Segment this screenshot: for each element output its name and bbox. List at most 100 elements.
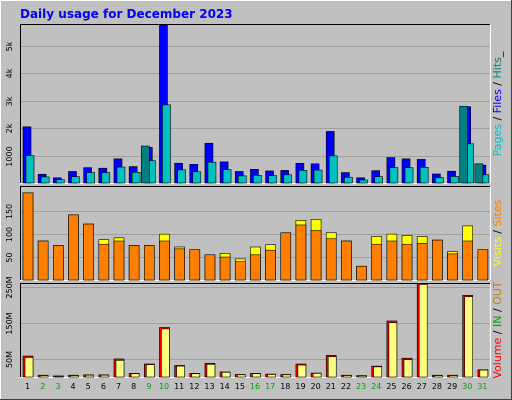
day-label: 2 [40, 382, 45, 391]
hits-panel-bar-files [450, 176, 459, 184]
visits-panel-bar-sites [143, 245, 155, 281]
visits-panel-bar-sites [128, 245, 140, 281]
visits-panel-bar-sites [295, 224, 307, 281]
volume-panel-legend-part: OUT [491, 281, 504, 305]
volume-panel-bar-out [236, 374, 246, 378]
visits-panel-ytick-label: 100 [5, 227, 14, 242]
volume-panel-bar-out [388, 322, 398, 378]
visits-panel-bar-sites [265, 249, 276, 281]
hits-panel-bar-files [328, 155, 338, 184]
visits-panel-bar-sites [401, 243, 413, 281]
volume-panel-bar-out [479, 369, 489, 378]
day-label: 25 [386, 382, 396, 391]
volume-panel-bar-out [145, 364, 155, 378]
hits-panel-bar-files [86, 172, 95, 184]
hits-panel-bar-files [253, 175, 262, 184]
hits-panel-bar-files [404, 167, 414, 184]
day-label: 17 [265, 382, 275, 391]
visits-panel-bar-sites [250, 254, 261, 281]
visits-panel-bar-sites [234, 261, 246, 281]
volume-panel-bar-out [282, 374, 292, 378]
volume-panel-ytick-label: 150M [5, 312, 14, 334]
hits-panel-bar-files [56, 179, 65, 184]
day-label: 18 [280, 382, 290, 391]
volume-panel-bar-out [206, 364, 216, 378]
volume-panel-legend-part: / [491, 327, 504, 338]
hits-panel-legend-part: Files [491, 89, 504, 113]
day-label: 23 [356, 382, 366, 391]
hits-panel: 1000 2k 3k 4k 5k Pages / Files / Hits_ [5, 24, 504, 184]
chart-title: Daily usage for December 2023 [20, 7, 233, 21]
day-label: 13 [204, 382, 214, 391]
volume-panel-bar-out [403, 359, 413, 378]
day-label: 4 [71, 382, 76, 391]
visits-panel-bar-sites [22, 192, 34, 281]
volume-panel-ytick-label: 50M [5, 351, 14, 368]
day-label: 31 [477, 382, 487, 391]
hits-panel-ytick-label: 1000 [5, 146, 14, 166]
volume-panel-bar-out [130, 373, 140, 378]
hits-panel-bar-files [116, 166, 126, 184]
volume-panel-legend-part: Volume [491, 337, 504, 378]
visits-panel-bar-sites [447, 253, 458, 281]
volume-panel-bar-out [191, 373, 201, 378]
day-label: 27 [417, 382, 427, 391]
volume-panel-bar-out [115, 360, 125, 378]
hits-panel-bar-pages [459, 105, 468, 184]
volume-panel-bar-out [312, 373, 322, 378]
volume-panel-bar-out [358, 375, 367, 378]
hits-panel-bar-files [162, 104, 171, 184]
day-label: 16 [250, 382, 260, 391]
hits-panel-bar-files [374, 176, 384, 184]
volume-panel-ytick-label: 250M [5, 276, 14, 298]
visits-panel-bar-sites [113, 240, 125, 281]
hits-panel-bar-files [237, 175, 247, 184]
volume-panel-bar-out [252, 373, 261, 378]
hits-panel-bar-files [40, 176, 50, 184]
hits-panel-bar-files [131, 172, 141, 184]
visits-panel-ytick-label: 50 [5, 252, 14, 262]
visits-panel-bar-sites [280, 232, 292, 281]
visits-panel-bar-sites [477, 249, 489, 281]
volume-panel-bar-out [418, 284, 428, 378]
hits-panel-bar-files [359, 179, 368, 184]
panels-group: 1000 2k 3k 4k 5k Pages / Files / Hits_ 50 100 15… [5, 24, 504, 379]
hits-panel-bar-files [344, 176, 353, 184]
day-label: 8 [131, 382, 136, 391]
day-label: 11 [174, 382, 184, 391]
volume-panel-bar-out [100, 374, 110, 378]
visits-panel: 50 100 150 Visits / Sites [5, 186, 504, 281]
hits-panel-bar-pages [140, 145, 150, 184]
day-label: 10 [159, 382, 169, 391]
day-label: 20 [311, 382, 321, 391]
volume-panel-bar-out [267, 374, 276, 378]
day-label: 21 [326, 382, 336, 391]
visits-panel-legend: Visits / Sites [491, 199, 504, 266]
hits-panel-bar-files [177, 169, 186, 184]
visits-panel-bar-sites [189, 249, 201, 281]
day-label: 19 [295, 382, 305, 391]
volume-panel-bar-out [176, 365, 185, 378]
hits-panel-legend-part: / [491, 78, 504, 89]
visits-panel-bar-sites [462, 240, 473, 281]
hits-panel-ytick-label: 5k [5, 41, 14, 51]
visits-panel-bar-sites [68, 214, 79, 281]
visits-panel-bar-sites [159, 240, 170, 281]
visits-panel-bar-sites [386, 240, 398, 281]
day-label: 5 [86, 382, 91, 391]
hits-panel-bar-files [419, 167, 429, 184]
hits-panel-bar-files [222, 169, 232, 184]
visits-panel-bar-sites [371, 243, 383, 281]
volume-panel-bar-out [449, 375, 458, 378]
volume-panel-bar-out [297, 364, 307, 378]
volume-panel-bar-out [24, 357, 34, 378]
hits-panel-ytick-label: 4k [5, 68, 14, 78]
day-label: 14 [220, 382, 230, 391]
hits-panel-legend-part: Pages [491, 124, 504, 157]
day-label: 26 [402, 382, 412, 391]
visits-panel-bar-sites [341, 240, 352, 281]
day-label: 3 [55, 382, 60, 391]
visits-panel-bar-sites [219, 256, 231, 281]
visits-panel-bar-sites [174, 248, 185, 281]
day-label: 24 [371, 382, 381, 391]
